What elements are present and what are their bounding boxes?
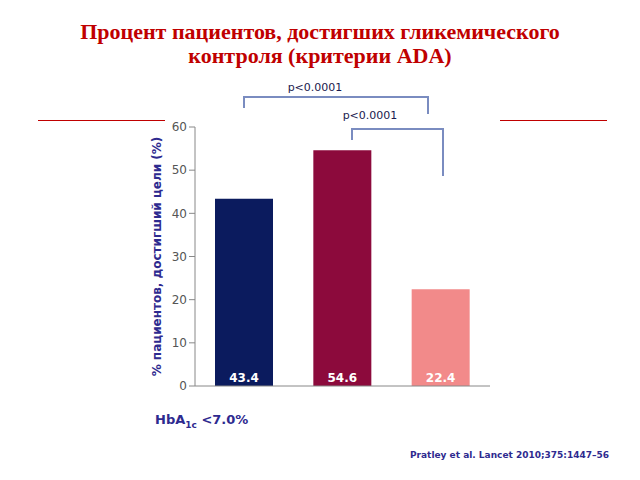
svg-text:p<0.0001: p<0.0001 xyxy=(343,109,398,122)
svg-text:22.4: 22.4 xyxy=(426,371,456,385)
svg-text:43.4: 43.4 xyxy=(229,371,259,385)
svg-text:30: 30 xyxy=(172,250,187,264)
svg-text:50: 50 xyxy=(172,163,187,177)
svg-text:p<0.0001: p<0.0001 xyxy=(288,81,343,94)
svg-text:0: 0 xyxy=(179,379,187,393)
svg-text:10: 10 xyxy=(172,336,187,350)
html-text:HbA1c<7.0%: HbA1c<7.0% xyxy=(155,412,249,430)
html-text:Pratley et al. Lancet 2010;375: Pratley et al. Lancet 2010;375:1447–56 xyxy=(410,450,609,460)
svg-text:60: 60 xyxy=(172,120,187,134)
svg-text:% пациентов, достигший цели (%: % пациентов, достигший цели (%) xyxy=(150,137,164,377)
svg-text:54.6: 54.6 xyxy=(328,371,358,385)
html-text:Процент пациентов, достигших г: Процент пациентов, достигших гликемическ… xyxy=(80,19,560,68)
svg-text:20: 20 xyxy=(172,293,187,307)
svg-text:40: 40 xyxy=(172,207,187,221)
